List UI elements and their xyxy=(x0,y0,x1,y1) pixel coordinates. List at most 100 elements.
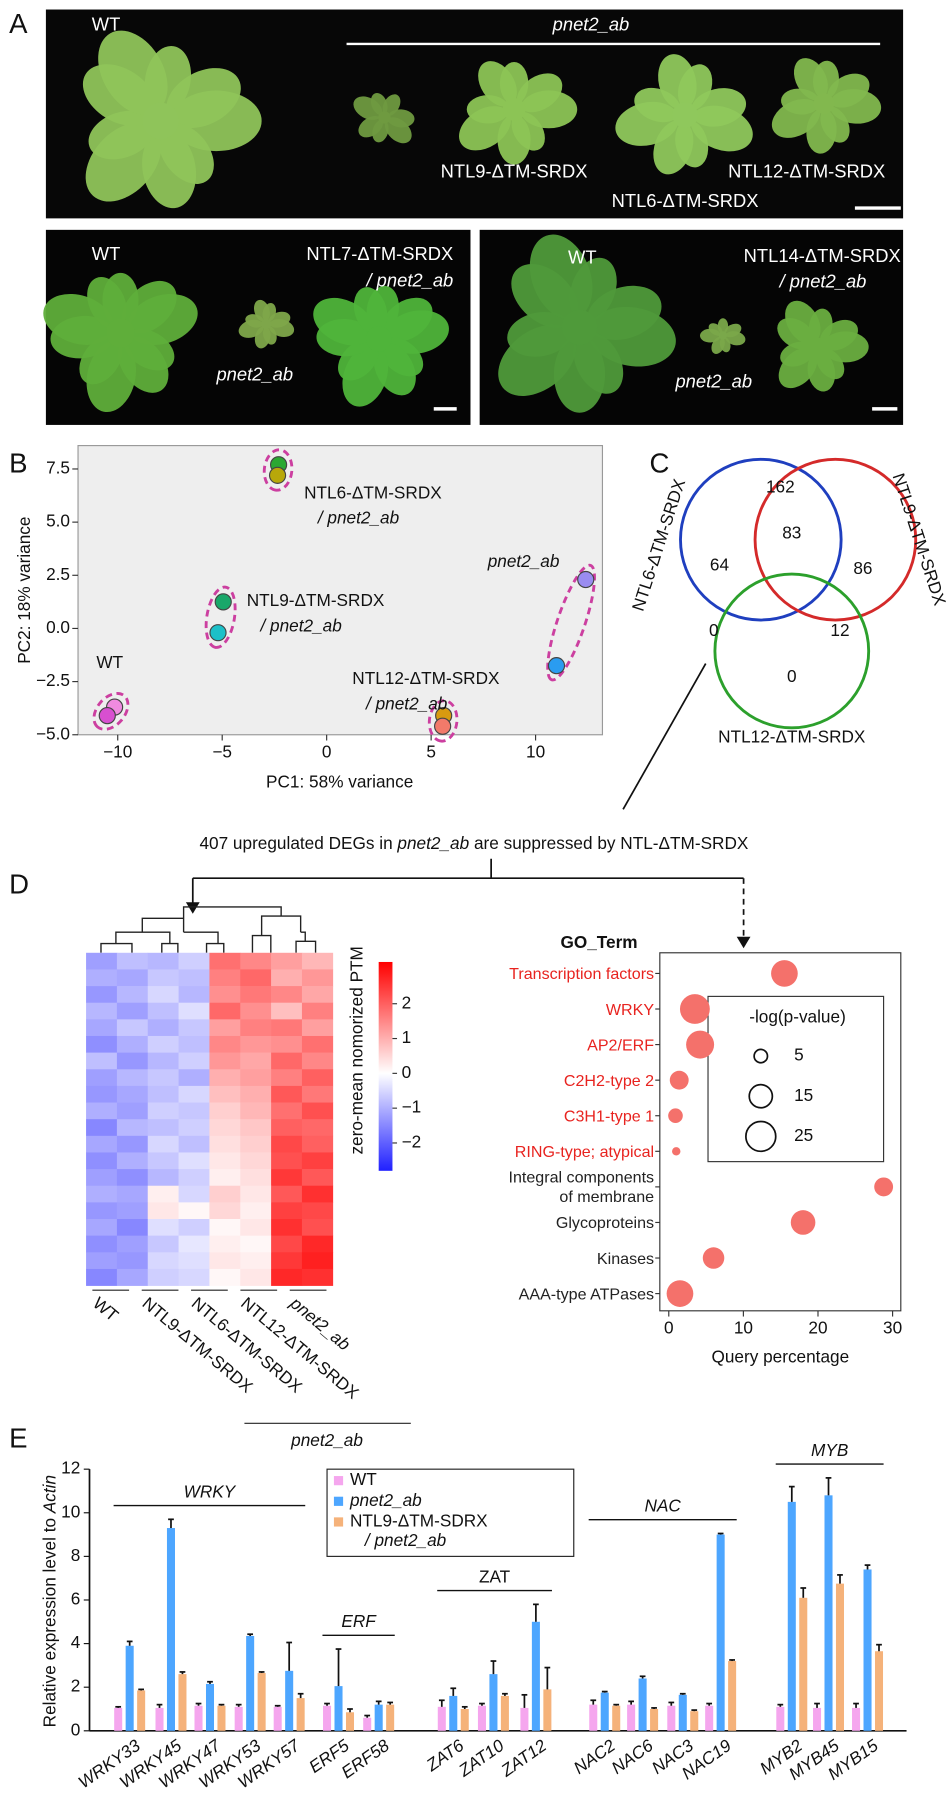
rosette-center xyxy=(672,102,698,128)
heatmap-cell xyxy=(147,952,179,970)
error-bar xyxy=(274,1704,281,1707)
photo-label: NTL14-ΔTM-SRDX xyxy=(744,245,901,266)
heatmap-cell xyxy=(178,1002,210,1020)
heatmap-cell xyxy=(209,1002,241,1020)
error-bar xyxy=(788,1485,795,1502)
heatmap-cell xyxy=(178,1235,210,1253)
y-tick-label-box: Kinases xyxy=(597,1248,654,1266)
error-bar xyxy=(590,1699,597,1705)
x-tick-label: 20 xyxy=(808,1318,827,1338)
y-tick-label: Glycoproteins xyxy=(555,1212,655,1232)
heatmap-cell xyxy=(301,969,334,987)
bar xyxy=(612,1705,621,1731)
heatmap-cell xyxy=(116,986,149,1004)
y-axis-label: Relative expression level to Actin xyxy=(39,1475,59,1727)
y-tick-label-box: Transcription factors xyxy=(509,964,654,982)
heatmap-cell xyxy=(116,1202,149,1220)
heatmap-cell xyxy=(116,1119,149,1137)
y-tick-label: 6 xyxy=(71,1589,81,1609)
x-tick-label: −10 xyxy=(103,742,132,762)
bar xyxy=(600,1692,609,1731)
arrow-head xyxy=(736,936,751,949)
heatmap-cell xyxy=(271,1268,303,1286)
bar xyxy=(799,1597,808,1731)
bubble xyxy=(672,1147,681,1156)
photo-label: NTL6-ΔTM-SRDX xyxy=(612,190,759,211)
heatmap-cell xyxy=(271,1135,303,1153)
caption-part: are suppressed by NTL-ΔTM-SRDX xyxy=(469,832,749,852)
heatmap-cell xyxy=(301,1219,334,1236)
size-legend-title: -log(p-value) xyxy=(749,1007,846,1027)
bar xyxy=(705,1705,714,1731)
heatmap-cell xyxy=(147,1169,179,1187)
bar xyxy=(114,1707,123,1731)
error-bar xyxy=(533,1603,539,1622)
heatmap-cell xyxy=(240,1135,272,1153)
x-tick-label: 10 xyxy=(734,1318,753,1338)
error-bar xyxy=(876,1643,882,1652)
y-tick-label-box: AAA-type ATPases xyxy=(519,1284,654,1302)
size-legend-circle xyxy=(748,1083,774,1109)
point xyxy=(577,570,595,589)
point xyxy=(214,593,232,611)
size-legend-circle xyxy=(745,1120,777,1153)
heatmap-cell xyxy=(301,1135,334,1153)
bar xyxy=(667,1705,676,1731)
error-bar xyxy=(668,1701,675,1706)
region-count: 64 xyxy=(710,555,730,575)
bar xyxy=(824,1495,833,1731)
heatmap-cell xyxy=(147,1252,179,1270)
error-bar xyxy=(717,1532,724,1535)
heatmap-cell xyxy=(240,1219,272,1236)
bar xyxy=(589,1704,598,1731)
x-tick-label: 30 xyxy=(883,1318,902,1338)
leaf xyxy=(384,117,412,144)
size-legend-circle xyxy=(753,1048,769,1064)
leaf xyxy=(353,287,388,335)
error-bar xyxy=(777,1703,784,1707)
error-bar xyxy=(438,1699,445,1707)
heatmap-cell xyxy=(147,1119,179,1137)
point xyxy=(209,624,227,642)
y-tick-label: 2 xyxy=(71,1676,81,1696)
bar xyxy=(178,1674,187,1731)
heatmap-cell xyxy=(271,1169,303,1187)
connector xyxy=(622,663,707,810)
error-bar xyxy=(502,1692,508,1696)
error-bar xyxy=(853,1702,859,1708)
heatmap-cell xyxy=(240,1069,272,1087)
dendrogram xyxy=(100,906,317,953)
photo-label: NTL12-ΔTM-SRDX xyxy=(728,160,885,181)
y-tick-label: 0 xyxy=(71,1719,81,1739)
heatmap-cell xyxy=(147,986,179,1004)
leaf xyxy=(87,277,127,329)
legend-label: NTL9-ΔTM-SDRX xyxy=(350,1511,488,1531)
region-count: 83 xyxy=(782,522,801,542)
heatmap-cell xyxy=(86,1069,118,1087)
heatmap-cell xyxy=(147,1202,179,1220)
heatmap-cell xyxy=(178,1268,210,1286)
leaf xyxy=(98,30,168,115)
error-bar xyxy=(335,1648,342,1687)
heatmap-cell xyxy=(209,1069,241,1087)
heatmap-cell xyxy=(147,1268,179,1286)
heatmap-cell xyxy=(86,1119,118,1137)
heatmap-cell xyxy=(116,1019,149,1037)
group-outline xyxy=(204,585,237,649)
heatmap-cell xyxy=(116,1268,149,1286)
photo-label: / pnet2_ab xyxy=(778,270,867,291)
legend-label: pnet2_ab xyxy=(349,1490,422,1510)
heatmap-cell xyxy=(147,1035,179,1053)
error-bar xyxy=(837,1574,843,1584)
heatmap-cell xyxy=(209,1019,241,1037)
error-bar xyxy=(706,1702,713,1706)
point xyxy=(268,466,287,484)
bubble xyxy=(771,960,798,987)
bar xyxy=(155,1707,164,1731)
heatmap-cell xyxy=(178,1119,210,1137)
photo-label: pnet2_ab xyxy=(552,13,630,34)
heatmap-cell xyxy=(178,1219,210,1236)
colorbar-tick-label: 1 xyxy=(402,1027,412,1047)
heatmap-cell xyxy=(147,1069,179,1087)
